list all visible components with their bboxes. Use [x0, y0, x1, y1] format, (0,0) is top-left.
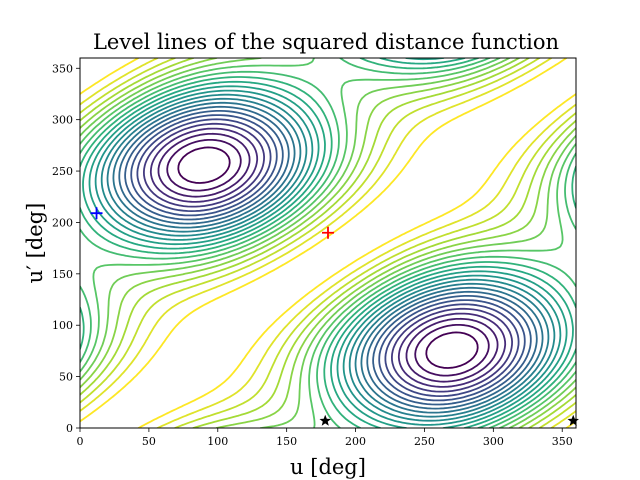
x-tick-label: 0 [77, 435, 84, 448]
y-tick-label: 200 [52, 216, 73, 229]
plot-frame [79, 57, 577, 429]
contour-level [82, 58, 574, 428]
contour-level [149, 127, 507, 388]
contour-lines [80, 58, 576, 428]
y-tick-label: 250 [52, 165, 73, 178]
y-tick-label: 50 [59, 371, 73, 384]
y-axis-label: u′ [deg] [23, 203, 47, 284]
contour-level [136, 118, 520, 397]
x-tick-label: 350 [552, 435, 573, 448]
x-tick-label: 250 [414, 435, 435, 448]
x-tick-label: 100 [207, 435, 228, 448]
y-tick-label: 300 [52, 114, 73, 127]
y-tick-label: 350 [52, 62, 73, 75]
contour-level [124, 110, 532, 406]
contour-level [112, 101, 544, 414]
contour-level [94, 89, 562, 426]
x-tick-label: 200 [345, 435, 366, 448]
contour-level [80, 58, 576, 428]
contour-level [143, 122, 513, 393]
plus-marker [90, 207, 103, 220]
x-tick-label: 300 [483, 435, 504, 448]
y-tick-label: 150 [52, 268, 73, 281]
contour-level [166, 139, 490, 377]
y-axis-ticks: 0 50 100 150 200 250 300 350 [52, 62, 80, 435]
contour-level [80, 58, 576, 428]
plus-marker [322, 226, 334, 239]
contour-level [88, 58, 568, 428]
x-tick-label: 50 [142, 435, 156, 448]
star-marker [319, 414, 331, 426]
chart-title: Level lines of the squared distance func… [93, 30, 559, 54]
star-marker [567, 414, 579, 426]
y-tick-label: 100 [52, 319, 73, 332]
contour-level [100, 93, 556, 422]
contour-level [118, 105, 538, 410]
contour-level [157, 132, 499, 383]
markers [90, 207, 579, 426]
contour-level [80, 58, 576, 428]
y-tick-label: 0 [66, 422, 73, 435]
x-axis-label: u [deg] [290, 455, 366, 479]
contour-level [80, 58, 576, 428]
x-tick-label: 150 [276, 435, 297, 448]
contour-level [130, 114, 526, 402]
contour-level [177, 146, 479, 369]
x-axis-ticks: 0 50 100 150 200 250 300 350 [77, 428, 573, 448]
contour-level [106, 97, 550, 418]
contour-level [80, 58, 576, 428]
